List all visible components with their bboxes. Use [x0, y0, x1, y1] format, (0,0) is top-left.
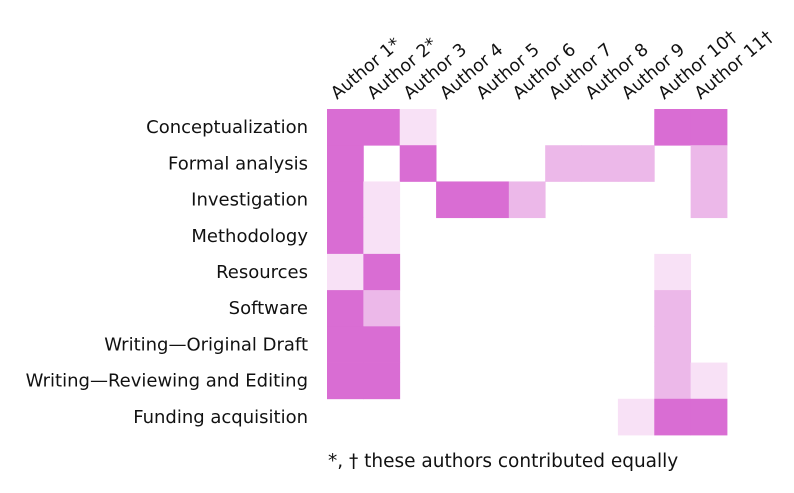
row-label: Formal analysis	[168, 153, 308, 174]
row-label: Funding acquisition	[133, 407, 308, 428]
heatmap-cell	[545, 145, 582, 182]
heatmap-cell	[327, 217, 364, 255]
footnote: *, † these authors contributed equally	[328, 451, 678, 472]
heatmap-cell	[327, 326, 364, 363]
row-label: Resources	[216, 262, 308, 283]
heatmap-cell	[363, 362, 401, 400]
heatmap-cell	[327, 181, 364, 219]
heatmap-cells	[327, 109, 728, 436]
heatmap-cell	[363, 109, 401, 146]
row-label: Methodology	[191, 226, 308, 247]
heatmap-cell	[690, 145, 728, 182]
heatmap-cell	[399, 109, 437, 146]
row-label: Conceptualization	[146, 117, 308, 138]
heatmap-cell	[654, 253, 692, 291]
heatmap-cell	[690, 398, 728, 436]
heatmap-cell	[327, 253, 364, 291]
heatmap-cell	[581, 145, 619, 182]
heatmap-cell	[327, 145, 364, 182]
heatmap-cell	[436, 181, 473, 219]
heatmap-cell	[690, 109, 728, 146]
heatmap-cell	[363, 326, 401, 363]
heatmap-cell	[363, 253, 401, 291]
row-label: Writing—Original Draft	[104, 334, 308, 355]
heatmap-cell	[654, 398, 692, 436]
heatmap-cell	[472, 181, 510, 219]
heatmap-cell	[399, 145, 437, 182]
heatmap-cell	[617, 145, 655, 182]
heatmap-cell	[363, 217, 401, 255]
heatmap-cell	[690, 362, 728, 400]
heatmap-cell	[363, 290, 401, 327]
heatmap-cell	[654, 109, 692, 146]
row-label: Investigation	[191, 190, 308, 211]
heatmap-cell	[327, 290, 364, 327]
row-label: Software	[229, 298, 308, 319]
heatmap-cell	[327, 109, 364, 146]
heatmap-cell	[617, 398, 655, 436]
heatmap-cell	[508, 181, 546, 219]
heatmap-cell	[654, 290, 692, 327]
heatmap-cell	[363, 181, 401, 219]
heatmap-cell	[327, 362, 364, 400]
heatmap-cell	[654, 326, 692, 363]
row-labels: Conceptualization Formal analysis Investig…	[26, 117, 309, 428]
heatmap-cell	[690, 181, 728, 219]
heatmap-cell	[654, 362, 692, 400]
row-label: Writing—Reviewing and Editing	[26, 371, 308, 392]
